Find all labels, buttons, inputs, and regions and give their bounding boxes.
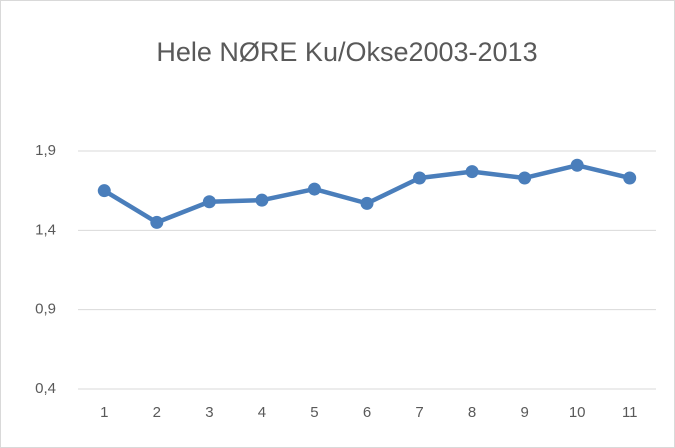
data-point [570,158,584,172]
x-tick-label: 7 [415,404,423,421]
y-tick-label: 1,4 [35,221,56,238]
chart-title: Hele NØRE Ku/Okse2003-2013 [156,37,537,67]
data-point [307,182,321,196]
x-tick-label: 3 [205,404,213,421]
data-point [623,171,637,185]
data-point [97,184,111,198]
y-tick-label: 0,4 [35,380,56,397]
data-point [202,195,216,209]
x-tick-label: 8 [468,404,476,421]
data-point [518,171,532,185]
x-tick-label: 5 [310,404,318,421]
x-tick-label: 10 [569,404,586,421]
data-point [360,196,374,210]
x-tick-label: 2 [153,404,161,421]
data-point [150,215,164,229]
data-point [255,193,269,207]
y-tick-label: 0,9 [35,301,56,318]
x-tick-label: 9 [520,404,528,421]
x-tick-label: 4 [258,404,266,421]
data-point [465,165,479,179]
x-tick-label: 11 [622,404,638,421]
x-tick-label: 6 [363,404,371,421]
x-tick-label: 1 [100,404,108,421]
y-tick-label: 1,9 [35,142,56,159]
data-point [413,171,427,185]
